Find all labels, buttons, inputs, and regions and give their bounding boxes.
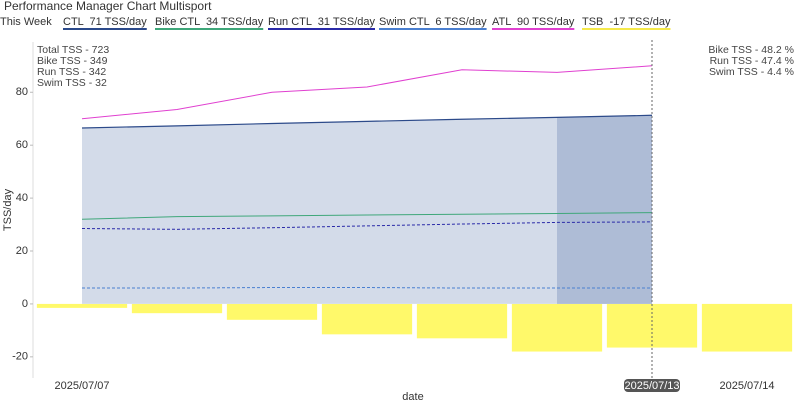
legend-label: ATL 90 TSS/day [492, 16, 575, 28]
y-tick-label: 0 [22, 298, 28, 310]
area-highlight [557, 115, 652, 304]
bars [36, 303, 793, 352]
bar [321, 303, 413, 335]
x-tick-label: 2025/07/13 [624, 380, 679, 392]
bar [511, 303, 603, 352]
y-tick-label: 20 [16, 245, 28, 257]
legend-label: This Week [0, 16, 52, 28]
annotation: Swim TSS - 4.4 % [709, 66, 794, 78]
bar [131, 303, 223, 314]
line [81, 221, 653, 230]
legend-label: CTL 71 TSS/day [63, 16, 147, 28]
annotation: Bike TSS - 349 [37, 55, 108, 67]
y-axis-label: TSS/day [2, 188, 14, 231]
legend-label: Swim CTL 6 TSS/day [379, 16, 487, 28]
annotation: Swim TSS - 32 [37, 77, 107, 89]
lines [81, 65, 653, 289]
area [82, 115, 652, 304]
legend-label: Run CTL 31 TSS/day [268, 16, 375, 28]
x-tick-label: 2025/07/07 [54, 380, 109, 392]
annotation: Run TSS - 47.4 % [710, 55, 794, 67]
areas [82, 115, 652, 304]
line [81, 114, 653, 129]
annotation: Total TSS - 723 [37, 44, 109, 56]
bar [416, 303, 508, 339]
bar [226, 303, 318, 320]
legend-label: Bike CTL 34 TSS/day [155, 16, 264, 28]
annotation: Run TSS - 342 [37, 66, 106, 78]
annotation: Bike TSS - 48.2 % [708, 44, 794, 56]
y-tick-label: 60 [16, 139, 28, 151]
y-tick-label: 80 [16, 86, 28, 98]
line [81, 212, 653, 220]
line [82, 287, 652, 289]
bar [36, 303, 128, 308]
y-tick-label: -20 [12, 351, 28, 363]
line [81, 65, 653, 120]
x-axis-label: date [402, 391, 423, 403]
chart-title: Performance Manager Chart Multisport [4, 0, 212, 13]
x-tick-label: 2025/07/14 [719, 380, 774, 392]
tick-highlight [624, 379, 680, 392]
legend-label: TSB -17 TSS/day [582, 16, 671, 28]
bar [701, 303, 793, 352]
y-tick-label: 40 [16, 192, 28, 204]
